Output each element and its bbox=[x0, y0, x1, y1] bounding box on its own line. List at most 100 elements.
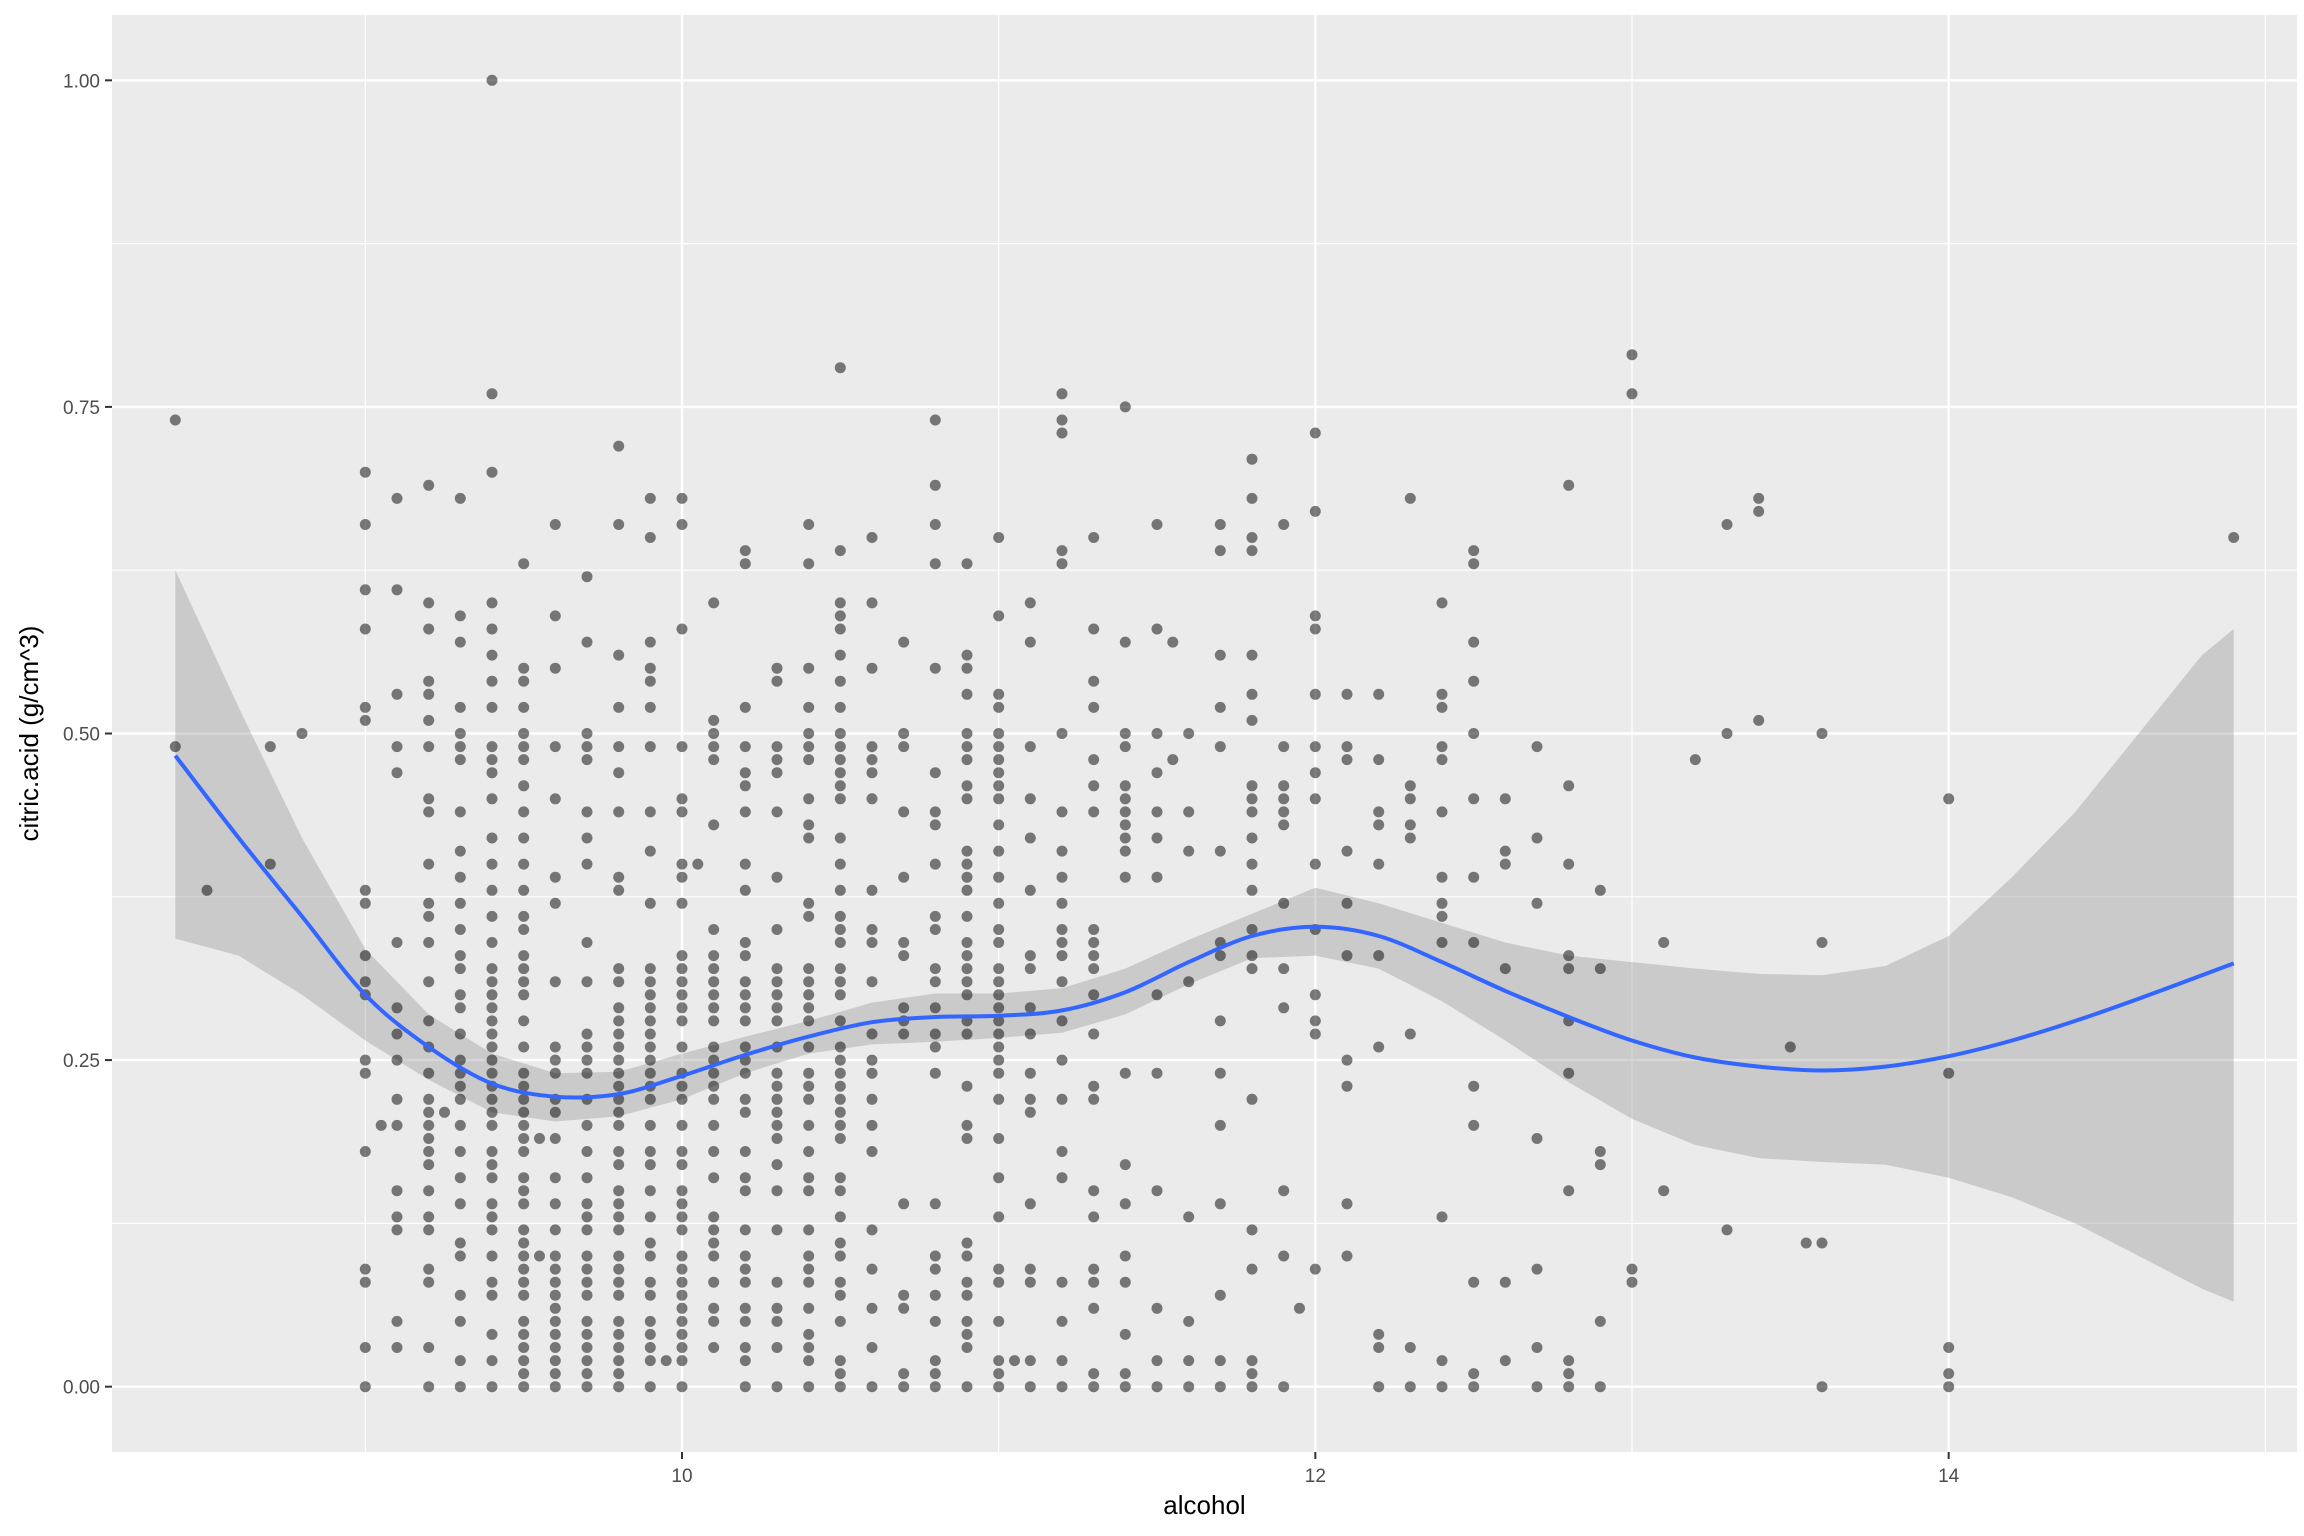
data-point bbox=[454, 1237, 466, 1249]
data-point bbox=[929, 1381, 941, 1393]
data-point bbox=[1167, 636, 1179, 648]
data-point bbox=[518, 741, 530, 753]
data-point bbox=[834, 741, 846, 753]
data-point bbox=[1246, 649, 1258, 661]
data-point bbox=[613, 519, 625, 530]
data-point bbox=[1594, 963, 1606, 975]
data-point bbox=[1309, 1015, 1321, 1027]
data-point bbox=[423, 897, 435, 909]
data-point bbox=[961, 1315, 973, 1327]
data-point bbox=[1468, 793, 1480, 805]
data-point bbox=[1183, 1315, 1195, 1327]
data-point bbox=[454, 741, 466, 753]
data-point bbox=[613, 1263, 625, 1275]
data-point bbox=[486, 989, 498, 1001]
data-point bbox=[1278, 897, 1290, 909]
data-point bbox=[993, 845, 1005, 857]
data-point bbox=[708, 1224, 720, 1236]
data-point bbox=[644, 1237, 656, 1249]
data-point bbox=[866, 754, 878, 766]
data-point bbox=[613, 1328, 625, 1340]
data-point bbox=[834, 924, 846, 935]
data-point bbox=[1753, 492, 1765, 504]
data-point bbox=[834, 1368, 846, 1380]
data-point bbox=[834, 545, 846, 557]
data-point bbox=[518, 728, 530, 739]
data-point bbox=[1183, 806, 1195, 818]
data-point bbox=[359, 1067, 371, 1079]
data-point bbox=[1024, 884, 1036, 896]
data-point bbox=[834, 754, 846, 766]
data-point bbox=[1626, 388, 1638, 400]
data-point bbox=[993, 701, 1005, 713]
data-point bbox=[993, 1093, 1005, 1105]
data-point bbox=[866, 1119, 878, 1131]
data-point bbox=[1309, 1028, 1321, 1040]
data-point bbox=[264, 858, 276, 870]
data-point bbox=[866, 1224, 878, 1236]
data-point bbox=[581, 571, 593, 583]
data-point bbox=[993, 1041, 1005, 1053]
data-point bbox=[708, 1093, 720, 1105]
data-point bbox=[518, 806, 530, 818]
data-point bbox=[644, 532, 656, 543]
data-point bbox=[1088, 532, 1100, 543]
data-point bbox=[929, 1263, 941, 1275]
data-point bbox=[1531, 1263, 1543, 1275]
data-point bbox=[898, 1302, 910, 1314]
data-point bbox=[549, 1106, 561, 1118]
data-point bbox=[771, 1224, 783, 1236]
data-point bbox=[423, 1185, 435, 1197]
data-point bbox=[1309, 858, 1321, 870]
data-point bbox=[1436, 754, 1448, 766]
data-point bbox=[803, 728, 815, 739]
data-point bbox=[1436, 701, 1448, 713]
data-point bbox=[375, 1119, 387, 1131]
data-point bbox=[708, 963, 720, 975]
data-point bbox=[803, 1146, 815, 1157]
data-point bbox=[676, 806, 688, 818]
data-point bbox=[834, 1185, 846, 1197]
data-point bbox=[771, 1276, 783, 1288]
data-point bbox=[549, 1224, 561, 1236]
data-point bbox=[739, 1315, 751, 1327]
data-point bbox=[676, 492, 688, 504]
data-point bbox=[929, 1368, 941, 1380]
x-tick-label: 14 bbox=[1938, 1466, 1960, 1487]
data-point bbox=[676, 1315, 688, 1327]
data-point bbox=[1563, 780, 1575, 792]
data-point bbox=[771, 754, 783, 766]
data-point bbox=[834, 1080, 846, 1092]
data-point bbox=[866, 741, 878, 753]
data-point bbox=[676, 1002, 688, 1014]
data-point bbox=[1721, 1224, 1733, 1236]
data-point bbox=[961, 950, 973, 962]
data-point bbox=[1278, 1185, 1290, 1197]
data-point bbox=[391, 1211, 403, 1223]
y-axis-title: citric.acid (g/cm^3) bbox=[14, 626, 44, 842]
data-point bbox=[549, 1250, 561, 1262]
data-point bbox=[613, 1276, 625, 1288]
data-point bbox=[1246, 545, 1258, 557]
data-point bbox=[1404, 832, 1416, 844]
data-point bbox=[1563, 1067, 1575, 1079]
data-point bbox=[1594, 1315, 1606, 1327]
data-point bbox=[581, 832, 593, 844]
data-point bbox=[961, 858, 973, 870]
data-point bbox=[518, 1342, 530, 1353]
data-point bbox=[486, 1146, 498, 1157]
data-point bbox=[1024, 1381, 1036, 1393]
data-point bbox=[423, 741, 435, 753]
data-point bbox=[739, 741, 751, 753]
data-point bbox=[803, 1355, 815, 1367]
data-point bbox=[708, 1315, 720, 1327]
data-point bbox=[644, 1015, 656, 1027]
data-point bbox=[961, 793, 973, 805]
data-point bbox=[1436, 741, 1448, 753]
data-point bbox=[1594, 884, 1606, 896]
data-point bbox=[1531, 832, 1543, 844]
data-point bbox=[454, 1119, 466, 1131]
data-point bbox=[454, 1355, 466, 1367]
data-point bbox=[518, 558, 530, 570]
data-point bbox=[1214, 1289, 1226, 1301]
